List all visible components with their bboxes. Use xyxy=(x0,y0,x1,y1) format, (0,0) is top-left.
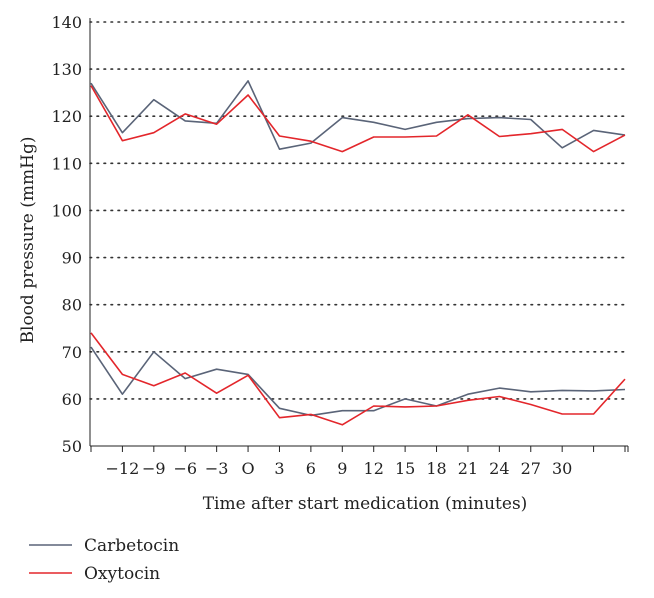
x-tick-label-4: O xyxy=(241,459,254,478)
series-oxytocin-systolic-line xyxy=(90,85,626,153)
x-axis-ticks: −12 −9 −6 −3 O 3 6 9 12 15 18 21 24 27 30 xyxy=(90,446,629,478)
x-tick-label-13: 27 xyxy=(521,459,541,478)
y-tick-label-7: 120 xyxy=(51,107,82,126)
x-tick-label-14: 30 xyxy=(552,459,572,478)
x-tick-label-12: 24 xyxy=(489,459,509,478)
legend: Carbetocin Oxytocin xyxy=(29,536,179,584)
y-axis-title: Blood pressure (mmHg) xyxy=(18,137,38,344)
axes xyxy=(89,18,628,447)
series-carbetocin-systolic-line xyxy=(90,80,626,150)
y-tick-label-0: 50 xyxy=(62,437,82,456)
x-tick-label-0: −12 xyxy=(106,459,140,478)
x-tick-label-2: −6 xyxy=(173,459,197,478)
y-axis-ticks: 50 60 70 80 90 100 110 120 130 140 xyxy=(51,13,82,456)
legend-label-oxytocin: Oxytocin xyxy=(84,564,160,584)
y-tick-label-1: 60 xyxy=(62,390,82,409)
x-tick-label-11: 21 xyxy=(458,459,478,478)
series-carbetocin-diastolic-line xyxy=(90,346,626,417)
x-tick-label-1: −9 xyxy=(142,459,166,478)
y-tick-label-9: 140 xyxy=(51,13,82,32)
y-tick-label-8: 130 xyxy=(51,60,82,79)
x-tick-label-3: −3 xyxy=(205,459,229,478)
x-tick-label-5: 3 xyxy=(274,459,284,478)
x-tick-label-6: 6 xyxy=(306,459,316,478)
y-tick-label-6: 110 xyxy=(51,154,82,173)
series-lines xyxy=(90,80,626,426)
x-tick-label-8: 12 xyxy=(364,459,384,478)
y-tick-label-4: 90 xyxy=(62,249,82,268)
x-tick-label-9: 15 xyxy=(395,459,415,478)
x-tick-label-7: 9 xyxy=(337,459,347,478)
y-tick-label-5: 100 xyxy=(51,201,82,220)
series-oxytocin-diastolic-line xyxy=(90,332,626,426)
gridlines xyxy=(89,21,629,400)
y-tick-label-3: 80 xyxy=(62,296,82,315)
x-axis-title: Time after start medication (minutes) xyxy=(203,494,528,514)
x-tick-label-10: 18 xyxy=(426,459,446,478)
y-tick-label-2: 70 xyxy=(62,343,82,362)
legend-label-carbetocin: Carbetocin xyxy=(84,536,179,556)
